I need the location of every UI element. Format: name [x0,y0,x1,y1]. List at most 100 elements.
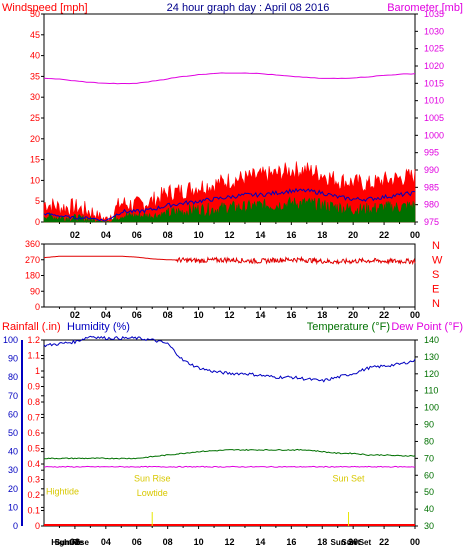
barometer-axis-label: Barometer [mb] [387,2,463,14]
event-annotation: Sun Rise [134,473,171,483]
barometer-axis-ytick-label: 980 [424,200,439,210]
rainfall-axis-ytick-label: 0.2 [27,490,40,500]
direction-x-axis-xtick-label: 12 [224,310,234,320]
climate-x-axis-xtick-label: 08 [163,537,173,547]
event-annotation: Hightide [46,486,79,496]
humidity-axis-ytick-label: 10 [8,502,18,512]
temperature-axis-ytick-label: 80 [424,436,434,446]
humidity-axis-ytick-label: 30 [8,465,18,475]
direction-x-axis-xtick-label: 14 [255,310,265,320]
direction-x-axis-xtick-label: 02 [70,310,80,320]
windspeed-axis-ytick-label: 10 [30,175,40,185]
compass-label: E [432,284,439,296]
event-annotation: Lowtide [137,488,168,498]
temperature-axis-ytick-label: 120 [424,369,439,379]
rainfall-axis-ytick-label: 0.5 [27,444,40,454]
windspeed-axis-ytick-label: 40 [30,51,40,61]
barometer-axis-ytick-label: 1035 [424,9,444,19]
rainfall-axis-ytick-label: 0.9 [27,382,40,392]
wind-x-axis-xtick-label: 06 [132,230,142,240]
direction-axis-ytick-label: 180 [25,271,40,281]
wind-x-axis-xtick-label: 04 [101,230,111,240]
climate-x-axis-xtick-label: 18 [317,537,327,547]
rainfall-axis-ytick-label: 1 [35,366,40,376]
temperature-axis-ytick-label: 90 [424,420,434,430]
direction-x-axis-xtick-label: 10 [194,310,204,320]
barometer-axis-ytick-label: 1025 [424,44,444,54]
dewpoint-series [43,465,416,468]
wind-x-axis-xtick-label: 22 [379,230,389,240]
humidity-axis-ytick-label: 100 [3,335,18,345]
rainfall-axis-ytick-label: 0.4 [27,459,40,469]
temperature-axis-label: Temperature (°F) [307,321,390,333]
temperature-axis-ytick-label: 100 [424,403,439,413]
climate-x-axis-xtick-label: 20 [348,537,358,547]
windspeed-axis-ytick-label: 50 [30,9,40,19]
direction-axis-ytick-label: 270 [25,255,40,265]
windspeed-axis-label: Windspeed [mph] [2,2,88,14]
climate-x-axis-xtick-label: 06 [132,537,142,547]
windspeed-axis-ytick-label: 35 [30,71,40,81]
humidity-axis-ytick-label: 90 [8,354,18,364]
barometer-axis-ytick-label: 1030 [424,26,444,36]
barometer-series [43,72,416,85]
direction-x-axis-xtick-label: 00 [410,310,420,320]
climate-x-axis-xtick-label: 12 [224,537,234,547]
windspeed-axis-ytick-label: 20 [30,134,40,144]
wind-x-axis-xtick-label: 10 [194,230,204,240]
rainfall-axis-ytick-label: 1.1 [27,351,40,361]
climate-x-axis-xtick-label: 14 [255,537,265,547]
wind-x-axis-xtick-label: 12 [224,230,234,240]
windspeed-axis-ytick-label: 30 [30,92,40,102]
direction-x-axis-xtick-label: 18 [317,310,327,320]
bottom-event-label: Sun Set [341,538,371,547]
humidity-axis-ytick-label: 50 [8,428,18,438]
climate-x-axis-xtick-label: 16 [286,537,296,547]
wind-x-axis-xtick-label: 00 [410,230,420,240]
climate-x-axis-xtick-label: 02 [70,537,80,547]
wind-speed-series [43,196,416,224]
humidity-axis-ytick-label: 60 [8,409,18,419]
bottom-event-label: Sun Set [331,538,361,547]
direction-axis-ytick-label: 360 [25,239,40,249]
rainfall-axis-ytick-label: 0 [35,521,40,531]
rainfall-axis-ytick-label: 0.3 [27,475,40,485]
wind-direction-series [44,255,416,266]
wind-x-axis-xtick-label: 20 [348,230,358,240]
barometer-axis-ytick-label: 975 [424,217,439,227]
wind-x-axis-xtick-label: 16 [286,230,296,240]
humidity-axis-ytick-label: 70 [8,391,18,401]
temperature-axis-ytick-label: 110 [424,386,438,396]
wind-x-axis-xtick-label: 02 [70,230,80,240]
barometer-axis-ytick-label: 1010 [424,96,444,106]
humidity-axis-ytick-label: 0 [13,521,18,531]
direction-x-axis-xtick-label: 20 [348,310,358,320]
windspeed-axis-ytick-label: 5 [35,196,40,206]
rainfall-axis-ytick-label: 0.7 [27,413,40,423]
humidity-series [43,335,416,383]
humidity-axis-ytick-label: 40 [8,447,18,457]
windspeed-axis-ytick-label: 45 [30,30,40,40]
climate-x-axis-xtick-label: 22 [379,537,389,547]
barometer-axis-ytick-label: 995 [424,148,439,158]
direction-axis-ytick-label: 90 [30,286,40,296]
direction-x-axis-xtick-label: 22 [379,310,389,320]
event-annotation: Sun Set [333,473,366,483]
compass-label: S [432,269,439,281]
direction-axis-ytick-label: 0 [35,302,40,312]
humidity-axis-label: Humidity (%) [67,321,130,333]
barometer-axis-ytick-label: 1000 [424,130,444,140]
climate-x-axis-xtick-label: 10 [194,537,204,547]
bottom-event-label: Hightide [51,538,84,547]
direction-x-axis-xtick-label: 06 [132,310,142,320]
windspeed-axis-ytick-label: 15 [30,155,40,165]
rainfall-axis-ytick-label: 0.1 [27,506,40,516]
bottom-event-label: Sun Rise [55,538,90,547]
windspeed-axis-ytick-label: 0 [35,217,40,227]
humidity-axis-ytick-label: 20 [8,484,18,494]
rainfall-axis-ytick-label: 1.2 [27,335,40,345]
wind-average-series [43,187,416,222]
wind-x-axis-xtick-label: 08 [163,230,173,240]
